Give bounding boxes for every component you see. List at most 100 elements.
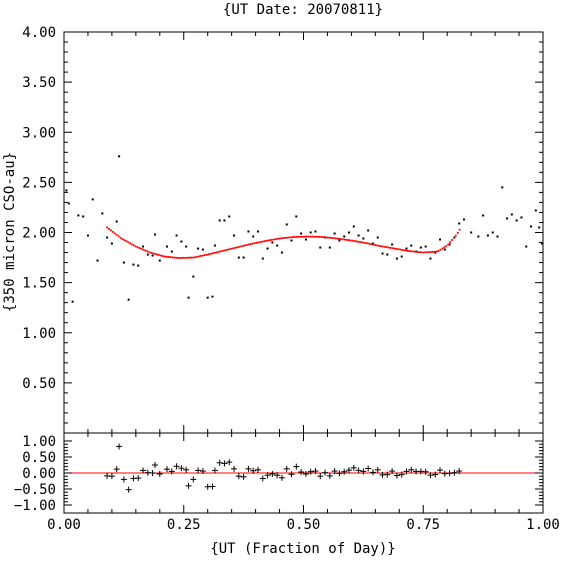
residual-point — [245, 465, 252, 472]
fit-point — [225, 249, 227, 252]
fit-point — [190, 256, 193, 259]
residual-point — [293, 463, 300, 470]
data-point — [180, 240, 183, 243]
fit-point — [309, 235, 312, 238]
fit-point — [385, 246, 388, 249]
data-point — [462, 218, 465, 221]
data-point — [386, 253, 389, 256]
x-tick-label: 0.25 — [167, 517, 201, 533]
data-point — [237, 256, 240, 259]
fit-point — [338, 237, 340, 240]
residual-point — [183, 466, 190, 473]
data-point — [122, 261, 125, 264]
fit-point — [276, 237, 279, 240]
data-point — [110, 242, 113, 245]
fit-point — [113, 232, 116, 235]
data-point — [304, 238, 307, 241]
data-point — [520, 216, 523, 219]
data-point — [348, 231, 351, 234]
data-point — [534, 209, 537, 212]
data-point — [271, 241, 274, 244]
data-point — [118, 155, 121, 158]
fit-point — [165, 255, 168, 258]
fit-point — [140, 248, 143, 250]
data-point — [496, 235, 499, 238]
x-tick-label: 0.50 — [287, 517, 321, 533]
data-point — [482, 214, 485, 217]
data-point — [477, 235, 480, 238]
fit-point — [138, 247, 141, 250]
data-point — [242, 256, 245, 259]
residual-point — [235, 473, 242, 480]
fit-point — [458, 228, 461, 231]
data-point — [381, 252, 384, 255]
fit-point — [334, 237, 337, 240]
x-tick-label: 1.00 — [526, 517, 560, 533]
fit-point — [186, 256, 189, 259]
data-point — [362, 237, 365, 240]
data-point — [247, 230, 250, 233]
fit-point — [424, 251, 427, 254]
data-point — [429, 257, 432, 260]
residual-point — [317, 473, 324, 480]
data-point — [314, 230, 317, 233]
fit-point — [253, 242, 256, 245]
fit-point — [177, 257, 179, 259]
residual-point — [269, 470, 276, 477]
fit-point — [397, 248, 400, 251]
data-point — [67, 202, 70, 205]
fit-point — [292, 236, 294, 239]
y-tick-label: 3.50 — [22, 75, 56, 91]
data-point — [470, 231, 473, 234]
residual-point — [336, 470, 343, 477]
fit-point — [182, 256, 185, 259]
fit-point — [297, 235, 300, 238]
fit-point — [251, 242, 254, 245]
fit-point — [226, 248, 229, 251]
fit-point — [257, 241, 260, 244]
fit-point — [131, 243, 133, 246]
fit-point — [167, 256, 170, 258]
data-point — [419, 246, 422, 249]
data-point — [197, 247, 200, 250]
residual-point — [209, 483, 216, 490]
residual-point — [360, 468, 367, 475]
data-point — [338, 239, 341, 242]
residual-point — [152, 462, 159, 468]
fit-point — [454, 234, 457, 237]
residual-point — [264, 472, 271, 479]
data-point — [256, 230, 259, 233]
x-tick-label: 0.75 — [406, 517, 440, 533]
data-point — [295, 215, 298, 218]
fit-point — [278, 237, 281, 240]
fit-point — [353, 240, 356, 242]
fit-point — [154, 252, 156, 255]
fit-point — [127, 241, 130, 244]
fit-point — [207, 253, 210, 256]
fit-point — [433, 250, 436, 253]
fit-point — [288, 236, 291, 239]
fit-point — [453, 236, 455, 239]
residual-point — [389, 468, 396, 475]
residual-y-tick-label: 0.50 — [22, 450, 56, 466]
y-axis-label: {350 micron CSO-au} — [2, 152, 18, 312]
data-point — [187, 296, 190, 299]
residual-point — [113, 466, 120, 473]
fit-point — [232, 247, 235, 250]
data-point — [319, 246, 322, 249]
fit-point — [270, 238, 273, 241]
data-point — [266, 247, 269, 250]
data-point — [530, 225, 533, 228]
data-point — [448, 243, 451, 246]
fit-point — [316, 235, 319, 238]
fit-point — [134, 245, 137, 248]
data-point — [132, 263, 135, 266]
fit-point — [380, 245, 382, 248]
residual-point — [365, 465, 372, 472]
fit-point — [146, 250, 149, 253]
data-point — [175, 234, 178, 237]
residual-point — [456, 468, 463, 475]
y-tick-label: 4.00 — [22, 25, 56, 41]
data-point — [506, 217, 509, 220]
